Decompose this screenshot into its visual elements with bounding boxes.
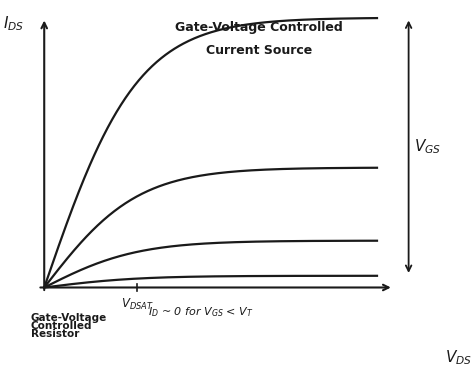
Text: $\mathit{V}_{DS}$: $\mathit{V}_{DS}$ <box>446 348 473 367</box>
Text: Current Source: Current Source <box>206 44 312 57</box>
Text: $I_D$ ~ 0 for $V_{GS}$ < $V_T$: $I_D$ ~ 0 for $V_{GS}$ < $V_T$ <box>148 305 254 319</box>
Text: Resistor: Resistor <box>31 329 79 339</box>
Text: Controlled: Controlled <box>31 321 92 331</box>
Text: Gate-Voltage: Gate-Voltage <box>31 313 107 323</box>
Text: $\mathit{I}_{DS}$: $\mathit{I}_{DS}$ <box>3 14 24 33</box>
Text: $\mathit{V}_{GS}$: $\mathit{V}_{GS}$ <box>414 137 441 156</box>
Text: $\mathit{V}_{DSAT}$: $\mathit{V}_{DSAT}$ <box>121 297 154 312</box>
Text: Gate-Voltage Controlled: Gate-Voltage Controlled <box>175 21 343 34</box>
